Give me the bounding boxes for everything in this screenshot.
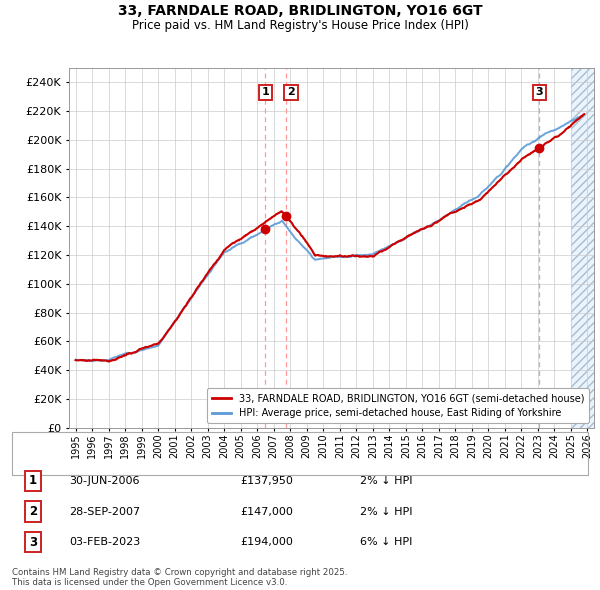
Legend: 33, FARNDALE ROAD, BRIDLINGTON, YO16 6GT (semi-detached house), HPI: Average pri: 33, FARNDALE ROAD, BRIDLINGTON, YO16 6GT… (206, 388, 589, 423)
Text: 2: 2 (29, 505, 37, 518)
Text: 3: 3 (29, 536, 37, 549)
Text: £194,000: £194,000 (240, 537, 293, 547)
Text: 30-JUN-2006: 30-JUN-2006 (69, 476, 139, 486)
Text: 6% ↓ HPI: 6% ↓ HPI (360, 537, 412, 547)
Bar (571, 54, 600, 428)
Text: £137,950: £137,950 (240, 476, 293, 486)
Text: 1: 1 (29, 474, 37, 487)
Text: 3: 3 (536, 87, 543, 97)
Text: Contains HM Land Registry data © Crown copyright and database right 2025.
This d: Contains HM Land Registry data © Crown c… (12, 568, 347, 587)
Text: 2% ↓ HPI: 2% ↓ HPI (360, 476, 413, 486)
Text: 28-SEP-2007: 28-SEP-2007 (69, 507, 140, 516)
Text: 33, FARNDALE ROAD, BRIDLINGTON, YO16 6GT: 33, FARNDALE ROAD, BRIDLINGTON, YO16 6GT (118, 4, 482, 18)
Text: £147,000: £147,000 (240, 507, 293, 516)
Text: 2% ↓ HPI: 2% ↓ HPI (360, 507, 413, 516)
Bar (571, 68, 600, 428)
Text: 1: 1 (262, 87, 269, 97)
Text: 03-FEB-2023: 03-FEB-2023 (69, 537, 140, 547)
Text: 2: 2 (287, 87, 295, 97)
Text: Price paid vs. HM Land Registry's House Price Index (HPI): Price paid vs. HM Land Registry's House … (131, 19, 469, 32)
